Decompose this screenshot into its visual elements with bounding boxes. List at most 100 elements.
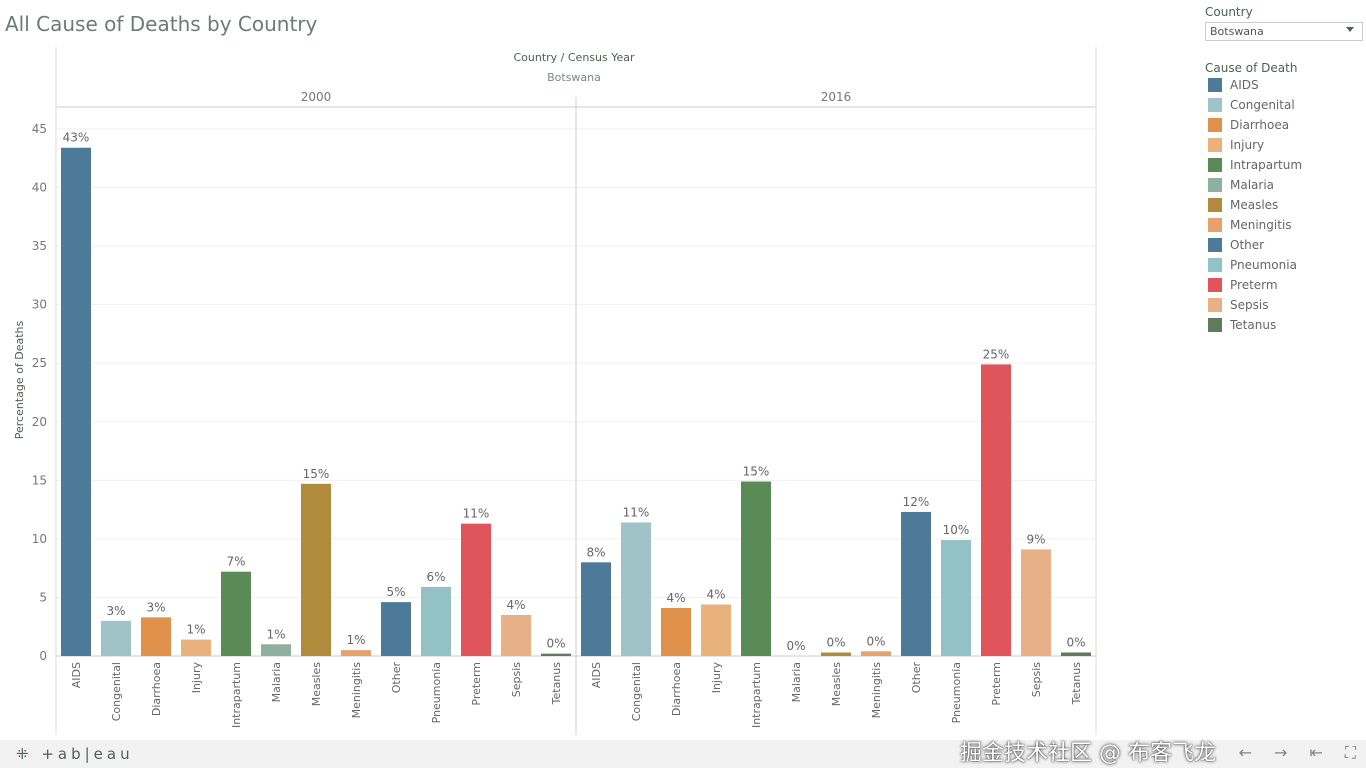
bar-diarrhoea-2000 <box>141 617 171 656</box>
bar-injury-2000 <box>181 639 211 656</box>
data-label: 4% <box>706 587 725 601</box>
x-tick-label: Tetanus <box>1070 662 1083 706</box>
legend-swatch <box>1208 158 1222 172</box>
legend-item[interactable]: Intrapartum <box>1205 155 1363 175</box>
data-label: 12% <box>903 495 930 509</box>
x-tick-label: Injury <box>710 662 723 694</box>
revert-icon[interactable]: ⇤ <box>1309 743 1323 762</box>
x-tick-label: Tetanus <box>550 662 563 706</box>
data-label: 15% <box>303 467 330 481</box>
x-tick-label: Malaria <box>790 662 803 702</box>
data-label: 1% <box>186 623 205 637</box>
data-label: 11% <box>463 507 490 521</box>
bar-pneumonia-2000 <box>421 586 451 656</box>
x-tick-label: Malaria <box>270 662 283 702</box>
x-tick-label: Other <box>390 662 403 694</box>
data-label: 0% <box>1066 635 1085 649</box>
bar-measles-2000 <box>301 483 331 656</box>
legend-item[interactable]: Malaria <box>1205 175 1363 195</box>
legend-swatch <box>1208 78 1222 92</box>
x-tick-label: AIDS <box>70 662 83 688</box>
legend-label: Preterm <box>1230 278 1278 292</box>
nav-controls: ← → ⇤ ⛶ <box>1239 743 1356 763</box>
legend-swatch <box>1208 258 1222 272</box>
legend-swatch <box>1208 198 1222 212</box>
footer: ⁜ +ab|eau ← → ⇤ ⛶ <box>0 740 1366 768</box>
bar-pneumonia-2016 <box>941 540 971 656</box>
data-label: 7% <box>226 555 245 569</box>
legend-item[interactable]: Sepsis <box>1205 295 1363 315</box>
legend-swatch <box>1208 238 1222 252</box>
legend-label: Diarrhoea <box>1230 118 1290 132</box>
data-label: 1% <box>346 633 365 647</box>
y-tick-label: 25 <box>32 356 47 370</box>
y-tick-label: 10 <box>32 532 47 546</box>
bar-congenital-2016 <box>621 522 651 656</box>
legend-item[interactable]: Congenital <box>1205 95 1363 115</box>
bar-preterm-2000 <box>461 523 491 656</box>
x-tick-label: Sepsis <box>1030 662 1043 698</box>
tableau-logo[interactable]: ⁜ +ab|eau <box>16 745 134 763</box>
bar-measles-2016 <box>821 652 851 656</box>
legend-item[interactable]: Other <box>1205 235 1363 255</box>
y-tick-label: 20 <box>32 415 47 429</box>
x-tick-label: Sepsis <box>510 662 523 698</box>
x-tick-label: Congenital <box>630 662 643 721</box>
legend-item[interactable]: Preterm <box>1205 275 1363 295</box>
header-country: Botswana <box>547 71 601 84</box>
watermark: 掘金技术社区 @ 布客飞龙 <box>960 741 1216 766</box>
bar-sepsis-2000 <box>501 615 531 656</box>
x-tick-label: Meningitis <box>870 662 883 719</box>
bar-diarrhoea-2016 <box>661 607 691 656</box>
bar-sepsis-2016 <box>1021 549 1051 656</box>
dashboard-title: All Cause of Deaths by Country <box>5 12 318 36</box>
x-tick-label: Preterm <box>470 662 483 706</box>
legend-item[interactable]: Diarrhoea <box>1205 115 1363 135</box>
legend-swatch <box>1208 178 1222 192</box>
legend-item[interactable]: Injury <box>1205 135 1363 155</box>
bar-preterm-2016 <box>981 364 1011 656</box>
legend-swatch <box>1208 98 1222 112</box>
legend-item[interactable]: Pneumonia <box>1205 255 1363 275</box>
x-tick-label: Congenital <box>110 662 123 721</box>
data-label: 25% <box>983 347 1010 361</box>
legend-item[interactable]: AIDS <box>1205 75 1363 95</box>
x-tick-label: AIDS <box>590 662 603 688</box>
data-label: 3% <box>146 600 165 614</box>
undo-icon[interactable]: ← <box>1238 743 1252 762</box>
country-dropdown[interactable]: Botswana <box>1205 22 1363 41</box>
data-label: 4% <box>506 598 525 612</box>
bar-aids-2016 <box>581 562 611 656</box>
y-axis-label: Percentage of Deaths <box>13 321 26 440</box>
legend-item[interactable]: Measles <box>1205 195 1363 215</box>
x-tick-label: Other <box>910 662 923 694</box>
header-title: Country / Census Year <box>513 51 635 64</box>
bar-intrapartum-2000 <box>221 571 251 656</box>
legend-item[interactable]: Meningitis <box>1205 215 1363 235</box>
data-label: 0% <box>546 637 565 651</box>
data-label: 0% <box>786 639 805 653</box>
fullscreen-icon[interactable]: ⛶ <box>1344 743 1356 762</box>
data-label: 1% <box>266 627 285 641</box>
legend-label: Injury <box>1230 138 1265 152</box>
legend-item[interactable]: Tetanus <box>1205 315 1363 335</box>
legend-label: Tetanus <box>1230 318 1277 332</box>
legend-swatch <box>1208 318 1222 332</box>
y-tick-label: 0 <box>39 649 47 663</box>
bar-intrapartum-2016 <box>741 481 771 656</box>
x-tick-label: Intrapartum <box>750 662 763 728</box>
year-header: 2016 <box>821 90 852 104</box>
x-tick-label: Pneumonia <box>950 662 963 723</box>
data-label: 6% <box>426 570 445 584</box>
year-header: 2000 <box>301 90 332 104</box>
country-dropdown-value: Botswana <box>1210 25 1264 38</box>
legend-swatch <box>1208 278 1222 292</box>
legend-label: AIDS <box>1230 78 1259 92</box>
legend-label: Meningitis <box>1230 218 1292 232</box>
bar-tetanus-2016 <box>1061 652 1091 656</box>
legend-label: Measles <box>1230 198 1279 212</box>
data-label: 8% <box>586 545 605 559</box>
y-tick-label: 5 <box>39 590 47 604</box>
redo-icon[interactable]: → <box>1273 743 1288 762</box>
legend-label: Sepsis <box>1230 298 1269 312</box>
